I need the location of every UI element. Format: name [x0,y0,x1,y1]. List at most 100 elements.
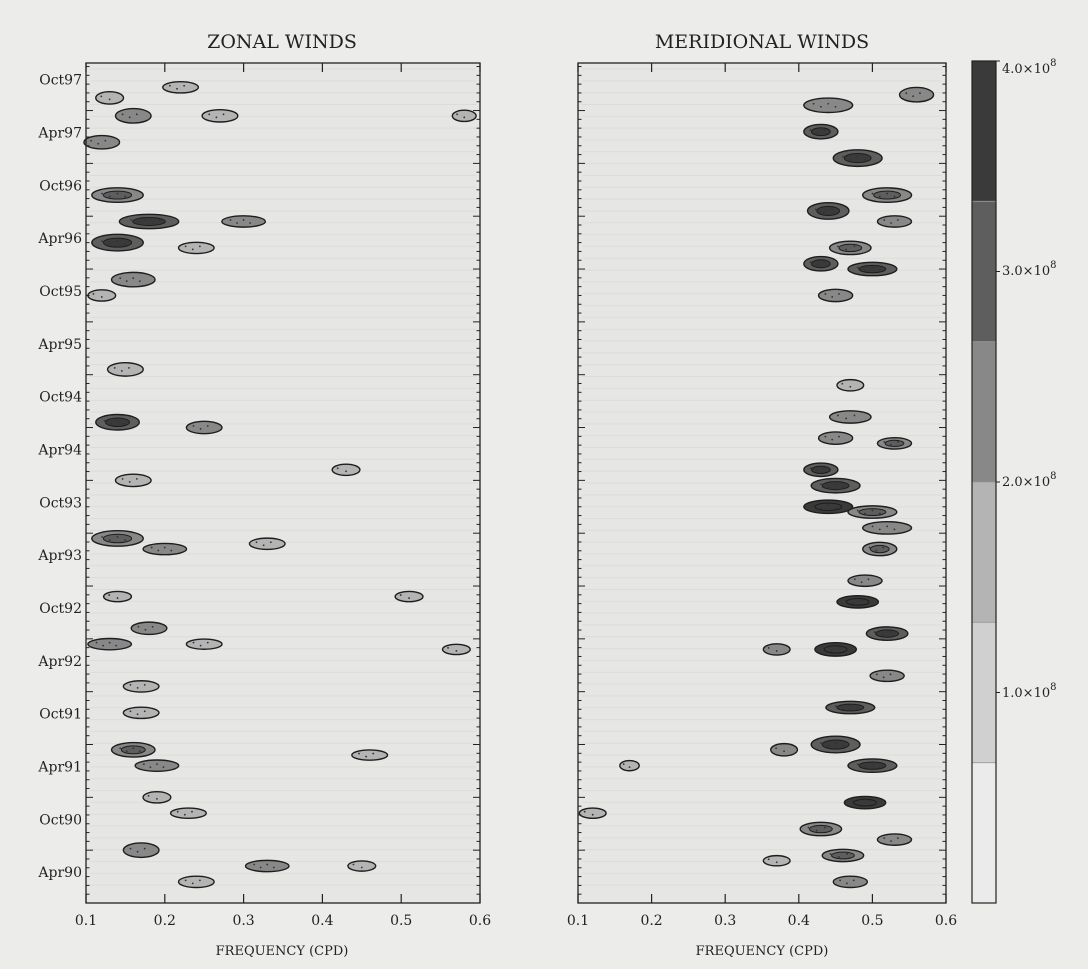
meridional-stipple-dot [827,486,830,489]
meridional-stipple-dot [845,248,848,251]
meridional-contour-core [814,502,843,511]
meridional-stipple-dot [775,861,778,864]
zonal-stipple-dot [144,628,147,631]
meridional-stipple-dot [834,483,837,486]
zonal-stipple-dot [176,810,179,813]
colorbar-segment [972,61,996,202]
meridional-stipple-dot [834,105,837,108]
zonal-stipple-dot [115,644,118,647]
zonal-stipple-dot [151,625,154,628]
meridional-contour-blob [578,807,607,820]
zonal-stipple-dot [136,686,139,689]
meridional-stipple-dot [849,385,852,388]
meridional-stipple-dot [814,208,817,211]
zonal-y-tick-label: Oct96 [39,178,82,194]
colorbar-label-3: 3.0×108 [1002,260,1056,279]
meridional-stipple-dot [912,95,915,98]
meridional-stipple-dot [882,634,884,636]
meridional-stipple-dot [883,837,886,840]
zonal-stipple-dot [345,470,347,473]
zonal-contour-blob [122,842,160,859]
zonal-stipple-dot [206,425,209,427]
meridional-stipple-dot [816,470,819,473]
zonal-stipple-dot [135,113,138,116]
zonal-stipple-dot [116,419,119,422]
zonal-stipple-dot [137,222,140,224]
meridional-stipple-dot [868,546,871,549]
meridional-stipple-dot [856,155,859,158]
meridional-stipple-dot [844,599,847,602]
zonal-stipple-dot [157,549,160,552]
meridional-stipple-dot [838,435,840,438]
zonal-y-tick-label: Oct91 [39,707,82,723]
zonal-stipple-dot [103,419,106,422]
meridional-contour-blob [847,574,883,588]
zonal-stipple-dot [128,116,131,119]
meridional-stipple-dot [842,155,844,158]
meridional-stipple-dot [871,192,874,195]
meridional-contour-blob [817,431,854,445]
zonal-stipple-dot [162,766,165,769]
zonal-stipple-dot [372,752,375,755]
meridional-stipple-dot [829,853,832,855]
zonal-stipple-dot [129,710,132,713]
zonal-stipple-dot [184,245,187,248]
meridional-contour-blob [817,288,854,303]
meridional-stipple-dot [868,800,871,803]
zonal-stipple-dot [124,243,127,246]
zonal-stipple-dot [144,219,147,221]
zonal-contour-blob [142,790,172,804]
meridional-contour-core [816,205,841,216]
meridional-stipple-dot [823,467,826,470]
zonal-x-tick-label: 0.1 [75,913,97,929]
zonal-stipple-dot [198,245,201,248]
zonal-stipple-dot [97,142,100,145]
meridional-contour-core [873,190,902,200]
zonal-y-tick-label: Apr91 [37,760,82,776]
meridional-stipple-dot [846,882,848,885]
zonal-stipple-dot [101,536,103,538]
meridional-contour-core [869,544,890,554]
meridional-stipple-dot [853,578,856,581]
zonal-y-tick-label: Oct95 [39,284,82,300]
meridional-stipple-dot [853,245,856,248]
zonal-stipple-dot [149,766,152,769]
meridional-stipple-dot [820,483,822,486]
meridional-stipple-dot [871,763,874,766]
zonal-stipple-dot [121,113,124,116]
zonal-stipple-dot [129,683,132,686]
meridional-stipple-dot [873,631,876,633]
meridional-stipple-dot [812,504,815,507]
zonal-contour-blob [122,680,160,693]
zonal-stipple-dot [455,650,458,652]
zonal-stipple-dot [358,752,360,755]
zonal-stipple-dot [399,594,402,596]
zonal-contour-blob [185,420,223,435]
meridional-stipple-dot [905,92,908,95]
zonal-stipple-dot [158,219,161,221]
zonal-stipple-dot [255,541,258,544]
meridional-contour-core [831,851,855,860]
meridional-stipple-dot [878,269,881,272]
meridional-stipple-dot [767,858,770,861]
zonal-stipple-dot [108,98,111,101]
meridional-stipple-dot [890,443,892,446]
zonal-contour-blob [110,271,156,288]
zonal-stipple-dot [100,296,103,298]
zonal-stipple-dot [183,813,186,816]
zonal-y-tick-label: Apr93 [37,548,82,564]
meridional-x-tick-label: 0.3 [714,913,736,929]
zonal-contour-blob [351,749,389,761]
zonal-stipple-dot [199,428,202,430]
zonal-stipple-dot [215,116,218,119]
meridional-stipple-dot [846,853,849,855]
zonal-stipple-dot [262,544,265,547]
zonal-y-tick-label: Apr90 [37,865,82,881]
zonal-contour-blob [331,463,361,477]
zonal-stipple-dot [365,755,368,758]
meridional-contour-core [811,259,831,269]
zonal-contour-blob [130,621,168,636]
meridional-stipple-dot [889,673,892,676]
meridional-stipple-dot [851,800,854,803]
colorbar-segment [972,622,996,763]
